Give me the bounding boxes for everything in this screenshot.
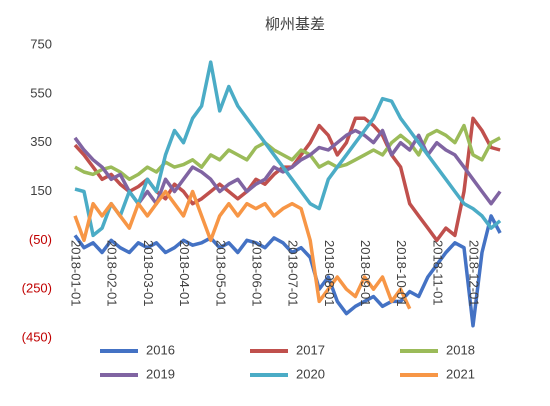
y-tick-label: (450) [22, 329, 52, 344]
chart-title: 柳州基差 [265, 16, 325, 33]
legend-label: 2020 [296, 366, 325, 381]
y-tick-label: 150 [30, 183, 52, 198]
series-line [74, 60, 502, 238]
y-tick-label: (250) [22, 281, 52, 296]
legend-label: 2021 [446, 366, 475, 381]
legend-label: 2019 [146, 366, 175, 381]
series-line [73, 214, 502, 328]
x-tick-label: 2018-10-01 [394, 240, 409, 307]
legend-label: 2016 [146, 342, 175, 357]
x-tick-label: 2018-12-01 [467, 240, 482, 307]
series-line [73, 116, 501, 243]
x-tick-label: 2018-07-01 [286, 240, 301, 307]
y-tick-label: 350 [30, 134, 52, 149]
x-tick-label: 2018-06-01 [249, 240, 264, 307]
x-tick-label: 2018-04-01 [177, 240, 192, 307]
series-line [73, 189, 412, 310]
series-line [74, 123, 501, 182]
x-tick-label: 2018-09-01 [358, 240, 373, 307]
x-tick-label: 2018-02-01 [105, 240, 120, 307]
x-tick-label: 2018-11-01 [430, 240, 445, 306]
legend-label: 2018 [446, 342, 475, 357]
x-tick-label: 2018-03-01 [141, 240, 156, 307]
y-tick-label: 750 [30, 36, 52, 51]
x-tick-label: 2018-05-01 [213, 240, 228, 307]
series-line [73, 128, 502, 206]
y-tick-label: 550 [30, 85, 52, 100]
legend-label: 2017 [296, 342, 325, 357]
x-tick-label: 2018-01-01 [69, 240, 84, 307]
y-tick-label: (50) [29, 232, 52, 247]
x-tick-label: 2018-08-01 [322, 240, 337, 307]
